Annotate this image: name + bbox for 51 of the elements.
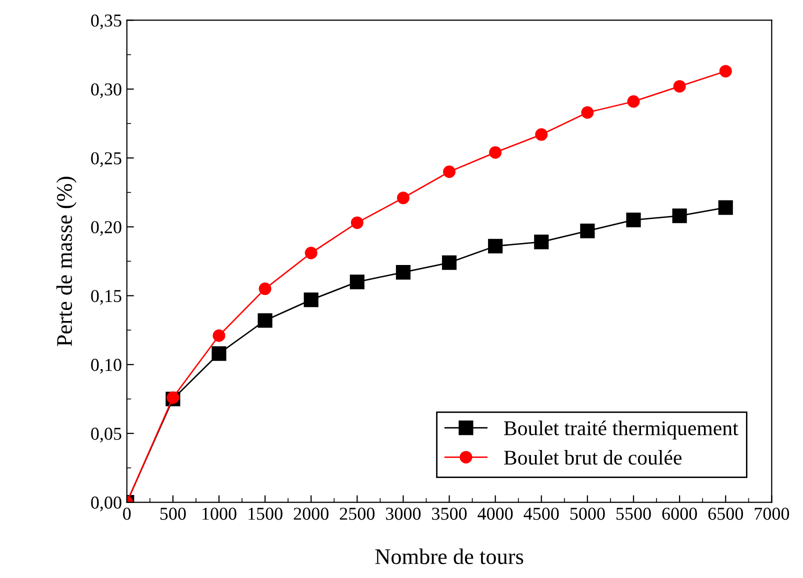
point: [258, 282, 272, 296]
legend-label: Boulet brut de coulée: [504, 450, 682, 465]
point: [580, 224, 595, 238]
x-tick-label: 500: [160, 508, 186, 520]
y-tick-label: 0,25: [91, 152, 122, 167]
x-tick-label: 3500: [432, 508, 467, 520]
point: [258, 313, 272, 328]
point: [350, 274, 364, 290]
point: [719, 64, 732, 78]
x-tick-label: 6500: [708, 508, 743, 520]
y-tick-label: 0,15: [91, 290, 122, 305]
point: [442, 255, 457, 270]
y-tick-label: 0,00: [91, 496, 122, 512]
point: [443, 165, 456, 178]
y-tick-label: 0,10: [91, 358, 122, 374]
point: [212, 346, 226, 361]
y-axis-title: Perte de masse (%): [56, 176, 77, 346]
y-tick-label: 0,30: [91, 83, 122, 98]
x-tick-label: 0: [123, 508, 131, 520]
y-tick-label: 0,20: [91, 221, 122, 236]
point: [718, 200, 733, 215]
x-tick-label: 2000: [294, 508, 328, 520]
point: [673, 80, 686, 93]
x-tick-label: 1500: [248, 508, 282, 520]
point: [488, 238, 503, 254]
point: [212, 329, 226, 342]
x-tick-label: 2500: [340, 508, 375, 520]
x-tick-label: 4500: [524, 508, 559, 520]
point: [581, 106, 594, 119]
point: [535, 128, 548, 141]
x-tick-label: 5500: [616, 508, 651, 520]
point: [627, 95, 640, 108]
point: [672, 208, 687, 224]
x-tick-label: 5000: [570, 508, 605, 520]
point: [489, 146, 502, 159]
legend-label: Boulet traité thermiquement: [504, 420, 738, 440]
x-axis-title: Nombre de tours: [375, 548, 524, 564]
x-tick-label: 7000: [754, 508, 790, 520]
y-tick-label: 0,05: [91, 428, 122, 442]
y-tick-label: 0,35: [91, 14, 122, 30]
point: [350, 216, 364, 229]
point: [304, 246, 318, 260]
x-tick-label: 1000: [202, 508, 236, 520]
x-tick-label: 4000: [478, 508, 513, 520]
point: [626, 212, 641, 228]
point: [534, 234, 549, 250]
x-tick-label: 6000: [662, 508, 697, 520]
x-tick-label: 3000: [386, 508, 421, 520]
point: [396, 192, 410, 204]
point: [396, 264, 411, 280]
point: [304, 292, 318, 308]
